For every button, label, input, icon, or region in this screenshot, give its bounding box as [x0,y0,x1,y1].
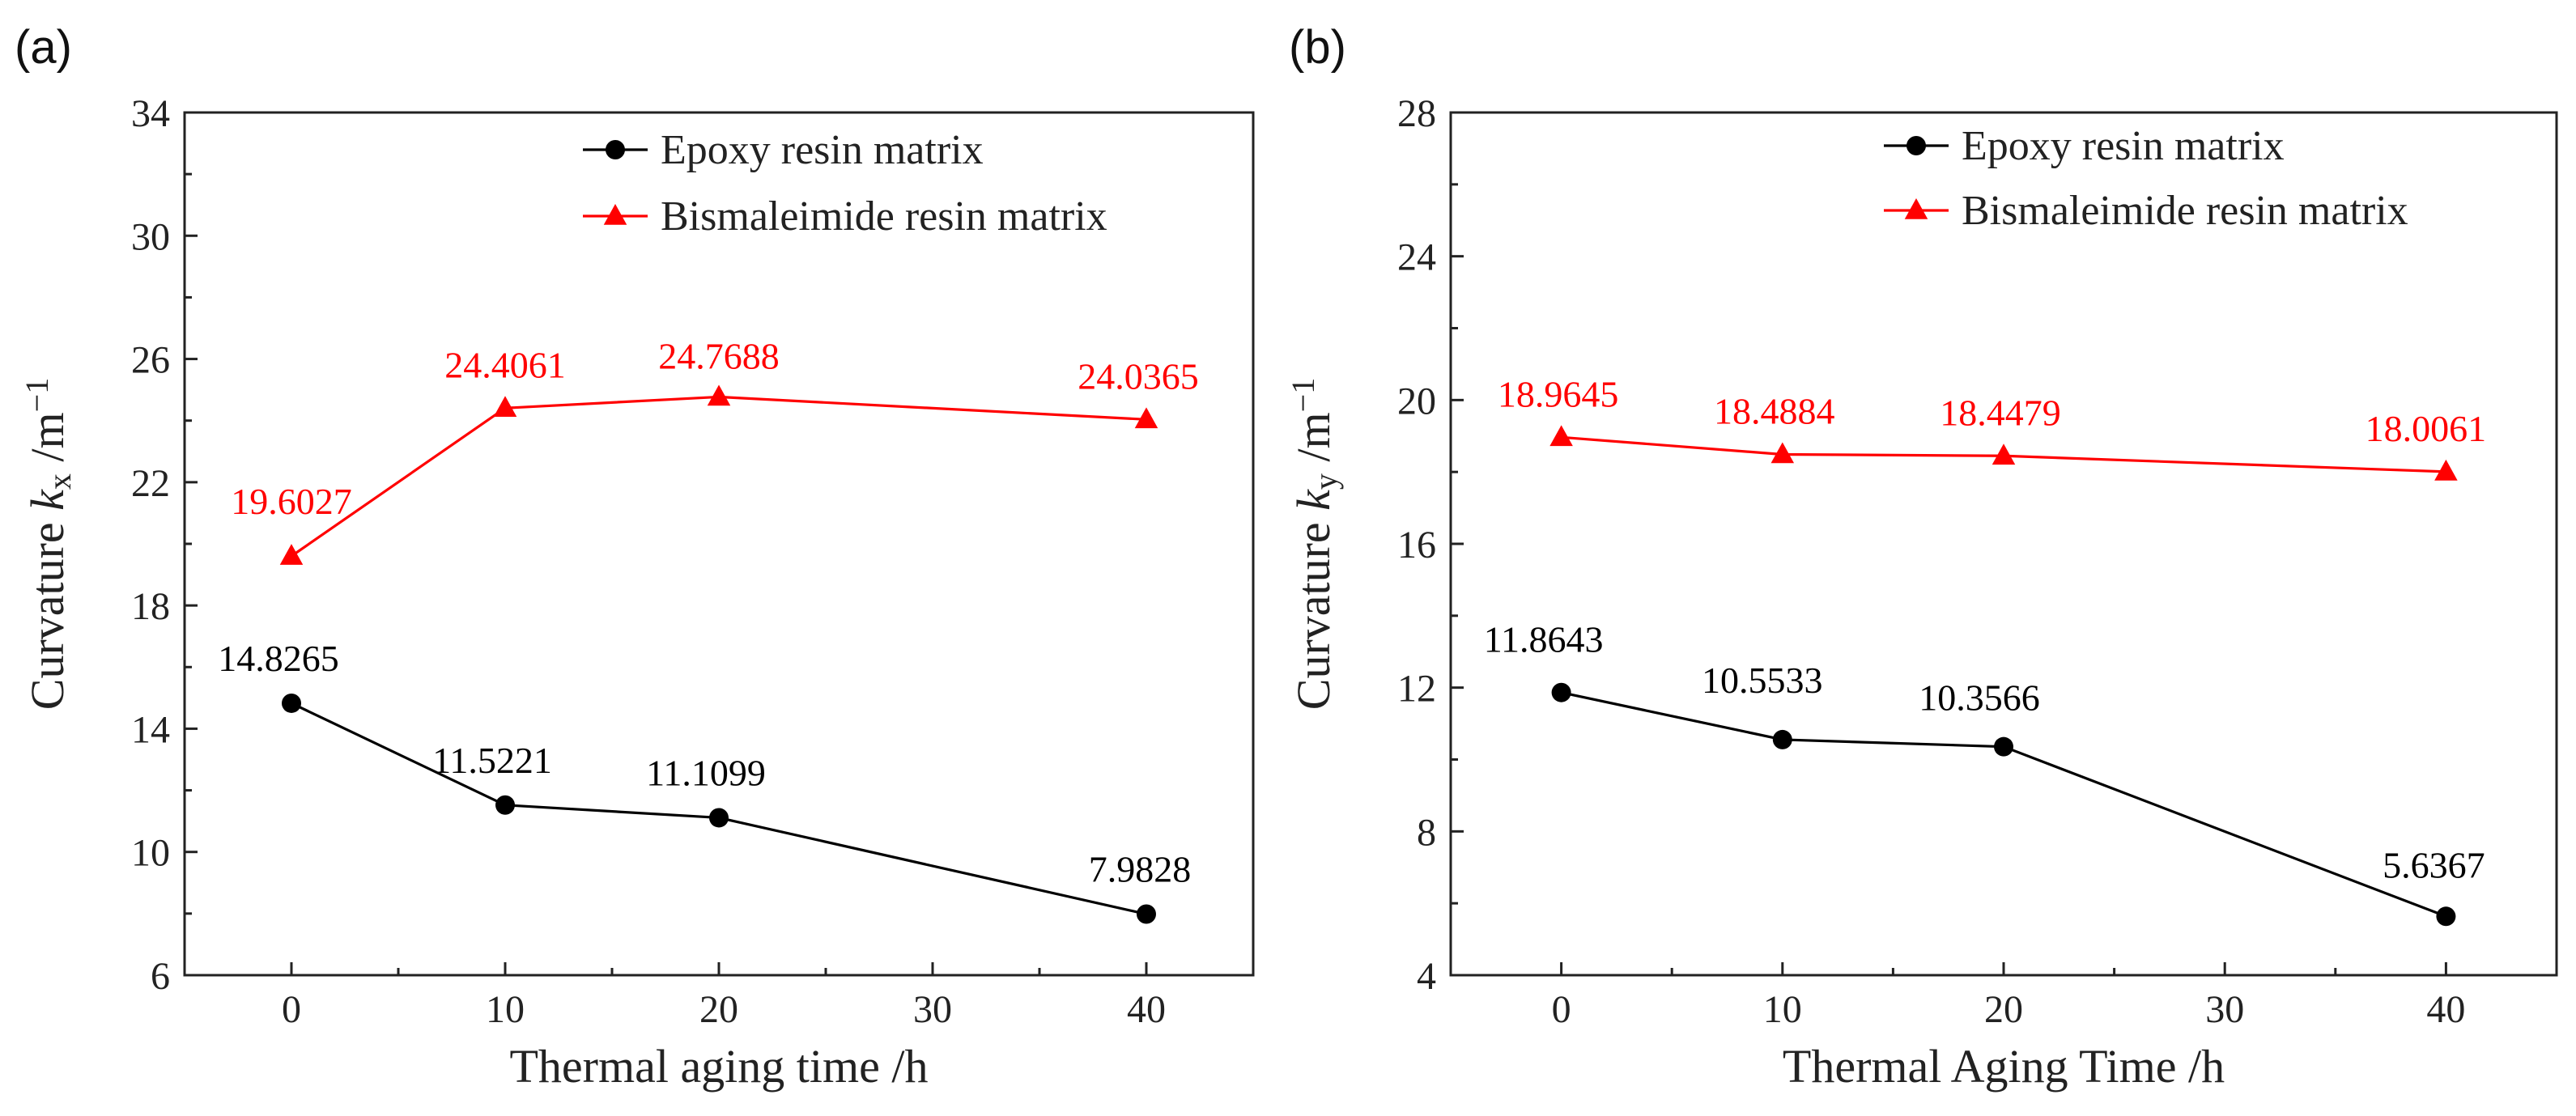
data-label-epoxy: 7.9828 [1089,849,1192,890]
data-label-epoxy: 14.8265 [218,638,339,679]
data-point-bismaleimide [707,384,731,406]
legend-marker-epoxy [606,140,625,159]
y-tick-label: 30 [131,215,170,258]
legend-marker-epoxy [1906,136,1926,155]
data-point-epoxy [282,693,301,713]
y-axis-label-unit: /m [1287,412,1340,473]
data-label-bismaleimide: 18.0061 [2366,408,2487,449]
data-point-bismaleimide [279,544,304,565]
x-axis-label: Thermal aging time /h [509,1040,928,1093]
y-tick-label: 22 [131,462,170,505]
data-point-bismaleimide [1549,425,1573,447]
legend-label-bismaleimide: Bismaleimide resin matrix [661,193,1107,240]
y-axis-label-unit: /m [21,412,74,473]
y-axis-label-prefix: Curvature [1287,511,1340,710]
data-label-epoxy: 5.6367 [2383,844,2485,885]
y-tick-label: 12 [1397,668,1436,711]
data-label-bismaleimide: 18.4479 [1940,392,2061,433]
y-tick-label: 10 [131,832,170,875]
data-label-bismaleimide: 24.4061 [444,344,566,385]
legend-marker-bismaleimide [603,204,627,225]
legend-label-bismaleimide: Bismaleimide resin matrix [1962,188,2408,234]
x-tick-label: 20 [699,988,738,1031]
y-tick-label: 14 [131,708,170,751]
y-axis-label: Curvature kx /m−1 [19,378,78,710]
data-label-epoxy: 11.5221 [432,740,552,781]
x-tick-label: 40 [2426,988,2465,1031]
y-tick-label: 20 [1397,380,1436,422]
data-label-epoxy: 11.1099 [646,752,766,793]
y-axis-label-sup: −1 [19,378,55,413]
y-axis-label: Curvature ky /m−1 [1285,378,1344,710]
data-label-epoxy: 10.3566 [1919,677,2040,719]
y-axis-label-prefix: Curvature [21,511,74,710]
data-point-epoxy [1772,729,1792,749]
data-label-bismaleimide: 24.7688 [658,335,780,376]
data-label-epoxy: 10.5533 [1702,660,1823,701]
y-tick-label: 34 [131,92,170,135]
data-point-epoxy [2436,906,2456,927]
series-line-bismaleimide [291,395,1147,558]
y-tick-label: 28 [1397,92,1436,135]
series-line-epoxy [1561,691,2446,918]
y-tick-label: 6 [151,955,170,998]
data-point-epoxy [1994,736,2013,757]
data-label-epoxy: 11.8643 [1484,619,1604,660]
legend-label-epoxy: Epoxy resin matrix [661,127,984,173]
series-line-epoxy [291,702,1147,916]
legend-marker-bismaleimide [1904,198,1928,219]
data-label-bismaleimide: 18.4884 [1714,390,1835,431]
y-tick-label: 24 [1397,236,1436,279]
data-point-bismaleimide [1134,407,1158,429]
y-tick-label: 16 [1397,524,1436,566]
plot-frame [183,111,1255,977]
x-axis-label: Thermal Aging Time /h [1783,1040,2225,1093]
x-tick-label: 0 [282,988,301,1031]
y-axis-label-sub: x [41,473,78,490]
panel-label: (b) [1289,21,1346,74]
y-axis-label-sup: −1 [1285,378,1321,413]
data-point-bismaleimide [1992,443,2016,465]
y-axis-label-var: k [1287,489,1340,511]
x-tick-label: 0 [1552,988,1571,1031]
data-point-bismaleimide [493,396,517,418]
y-axis-label-var: k [21,489,74,511]
data-label-bismaleimide: 19.6027 [231,481,352,522]
legend-label-epoxy: Epoxy resin matrix [1962,123,2285,169]
data-point-epoxy [495,795,515,815]
x-tick-label: 20 [1984,988,2023,1031]
y-tick-label: 4 [1417,955,1436,998]
series-line-bismaleimide [1561,435,2446,473]
x-tick-label: 10 [486,988,525,1031]
data-point-bismaleimide [1770,442,1795,464]
y-tick-label: 18 [131,585,170,628]
x-tick-label: 30 [913,988,952,1031]
data-label-bismaleimide: 18.9645 [1498,373,1619,414]
x-tick-label: 10 [1763,988,1802,1031]
chart-panel-a: (a) 6 10 14 18 22 26 30 34 0 10 20 30 40 Thermal aging… [15,21,1255,1093]
x-tick-label: 40 [1127,988,1166,1031]
chart-panel-b: (b) 4 8 12 16 20 24 28 0 10 20 30 40 Thermal Aging Ti… [1285,21,2558,1093]
data-point-epoxy [1137,904,1156,924]
data-point-bismaleimide [2434,459,2458,481]
panel-label: (a) [15,21,72,74]
data-label-bismaleimide: 24.0365 [1078,355,1199,397]
y-tick-label: 26 [131,339,170,382]
x-tick-label: 30 [2205,988,2244,1031]
y-tick-label: 8 [1417,811,1436,854]
data-point-epoxy [709,808,729,828]
y-axis-label-sub: y [1307,473,1344,490]
data-point-epoxy [1551,682,1571,702]
